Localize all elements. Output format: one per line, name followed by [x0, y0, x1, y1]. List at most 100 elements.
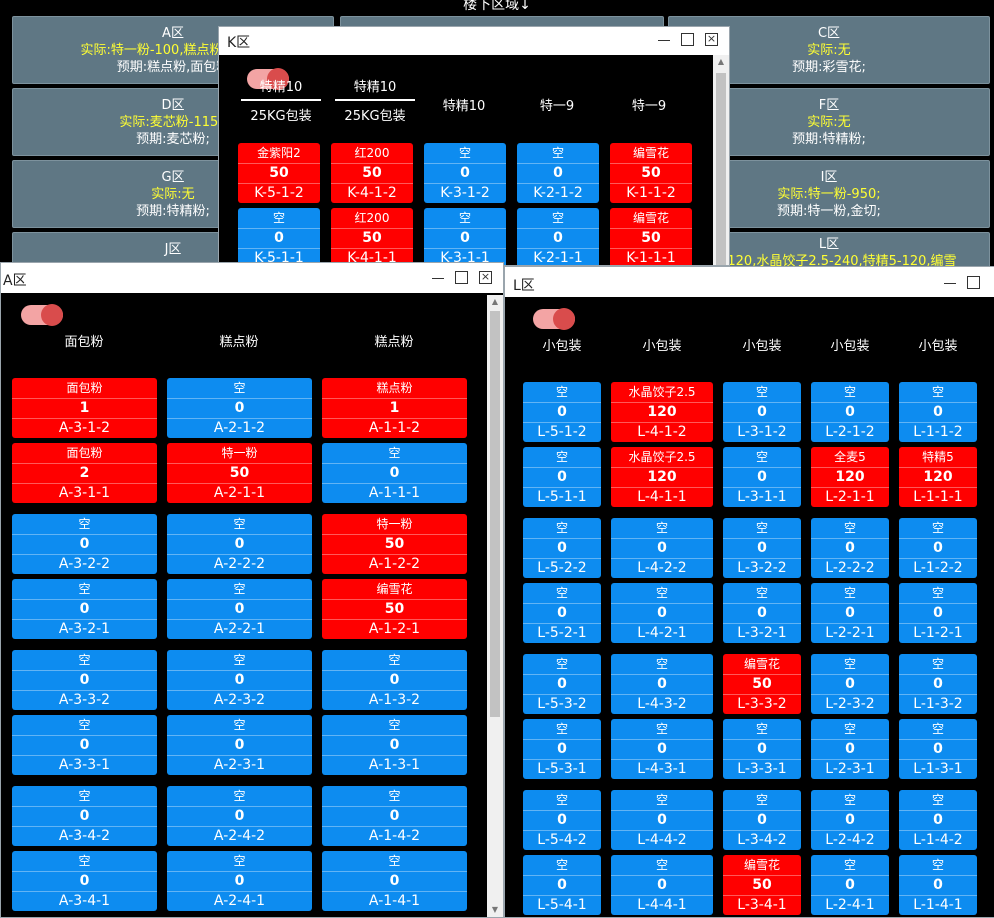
storage-cell[interactable]: 金紫阳2 50 K-5-1-2	[238, 143, 320, 203]
storage-cell[interactable]: 空 0 L-1-1-2	[899, 382, 977, 442]
storage-cell[interactable]: 空 0 L-5-2-2	[523, 518, 601, 578]
storage-cell[interactable]: 空 0 L-5-2-1	[523, 583, 601, 643]
close-icon[interactable]: ×	[705, 32, 718, 46]
storage-cell[interactable]: 空 0 A-3-4-2	[12, 786, 157, 846]
storage-cell[interactable]: 空 0 A-2-2-2	[167, 514, 312, 574]
storage-cell[interactable]: 面包粉 2 A-3-1-1	[12, 443, 157, 503]
storage-cell[interactable]: 糕点粉 1 A-1-1-2	[322, 378, 467, 438]
storage-cell[interactable]: 空 0 A-1-3-2	[322, 650, 467, 710]
storage-cell[interactable]: 空 0 K-2-1-2	[517, 143, 599, 203]
storage-cell[interactable]: 空 0 K-5-1-1	[238, 208, 320, 265]
storage-cell[interactable]: 编雪花 50 L-3-4-1	[723, 855, 801, 915]
storage-cell[interactable]: 红200 50 K-4-1-2	[331, 143, 413, 203]
toggle-switch[interactable]	[533, 308, 575, 330]
storage-cell[interactable]: 空 0 L-3-3-1	[723, 719, 801, 779]
storage-cell[interactable]: 空 0 L-4-3-1	[611, 719, 713, 779]
storage-cell[interactable]: 空 0 K-3-1-2	[424, 143, 506, 203]
storage-cell[interactable]: 空 0 L-4-3-2	[611, 654, 713, 714]
storage-cell[interactable]: 空 0 K-2-1-1	[517, 208, 599, 265]
storage-cell[interactable]: 空 0 L-2-4-2	[811, 790, 889, 850]
storage-cell[interactable]: 空 0 L-1-3-2	[899, 654, 977, 714]
storage-cell[interactable]: 水晶饺子2.5 120 L-4-1-2	[611, 382, 713, 442]
storage-cell[interactable]: 空 0 L-3-4-2	[723, 790, 801, 850]
storage-cell[interactable]: 空 0 L-5-4-1	[523, 855, 601, 915]
storage-cell[interactable]: 空 0 A-2-3-1	[167, 715, 312, 775]
window-titlebar[interactable]: K区 ×	[219, 27, 729, 55]
minimize-icon[interactable]	[657, 33, 671, 47]
storage-cell[interactable]: 空 0 L-4-2-1	[611, 583, 713, 643]
storage-cell[interactable]: 空 0 L-2-4-1	[811, 855, 889, 915]
storage-cell[interactable]: 空 0 A-2-4-1	[167, 851, 312, 911]
storage-cell[interactable]: 空 0 A-1-1-1	[322, 443, 467, 503]
maximize-icon[interactable]	[967, 276, 980, 289]
close-icon[interactable]: ×	[479, 270, 492, 284]
storage-cell[interactable]: 空 0 L-2-2-2	[811, 518, 889, 578]
storage-cell[interactable]: 空 0 L-4-4-2	[611, 790, 713, 850]
storage-cell[interactable]: 编雪花 50 A-1-2-1	[322, 579, 467, 639]
storage-cell[interactable]: 空 0 L-5-3-2	[523, 654, 601, 714]
minimize-icon[interactable]	[943, 276, 957, 290]
storage-cell[interactable]: 空 0 L-5-1-2	[523, 382, 601, 442]
storage-cell[interactable]: 空 0 L-5-3-1	[523, 719, 601, 779]
storage-cell[interactable]: 空 0 L-4-2-2	[611, 518, 713, 578]
storage-cell[interactable]: 空 0 L-3-2-1	[723, 583, 801, 643]
storage-cell[interactable]: 全麦5 120 L-2-1-1	[811, 447, 889, 507]
storage-cell[interactable]: 空 0 A-1-4-2	[322, 786, 467, 846]
vertical-scrollbar[interactable]: ▲	[713, 55, 729, 265]
storage-cell[interactable]: 空 0 L-1-4-2	[899, 790, 977, 850]
cell-location-code: A-1-1-1	[368, 485, 421, 501]
storage-cell[interactable]: 空 0 A-2-3-2	[167, 650, 312, 710]
zone-name: J区	[164, 242, 182, 257]
storage-cell[interactable]: 空 0 L-5-1-1	[523, 447, 601, 507]
storage-cell[interactable]: 空 0 A-3-3-2	[12, 650, 157, 710]
storage-cell[interactable]: 特一粉 50 A-2-1-1	[167, 443, 312, 503]
storage-cell[interactable]: 红200 50 K-4-1-1	[331, 208, 413, 265]
zone-plan: 预期:麦芯粉;	[136, 132, 210, 147]
storage-cell[interactable]: 空 0 L-3-1-1	[723, 447, 801, 507]
toggle-switch[interactable]	[21, 304, 63, 326]
scrollbar-thumb[interactable]	[490, 311, 500, 717]
window-titlebar[interactable]: A区 ×	[1, 263, 503, 293]
storage-cell[interactable]: 空 0 A-3-3-1	[12, 715, 157, 775]
scroll-up-icon[interactable]: ▲	[491, 297, 499, 306]
storage-cell[interactable]: 空 0 A-1-4-1	[322, 851, 467, 911]
storage-cell[interactable]: 面包粉 1 A-3-1-2	[12, 378, 157, 438]
storage-cell[interactable]: 空 0 A-2-4-2	[167, 786, 312, 846]
storage-cell[interactable]: 空 0 L-1-2-2	[899, 518, 977, 578]
window-titlebar[interactable]: L区	[505, 267, 994, 297]
maximize-icon[interactable]	[455, 271, 468, 284]
scroll-down-icon[interactable]: ▼	[491, 905, 499, 914]
storage-cell[interactable]: 空 0 L-1-4-1	[899, 855, 977, 915]
storage-cell[interactable]: 空 0 L-3-2-2	[723, 518, 801, 578]
scrollbar-thumb[interactable]	[716, 73, 726, 265]
storage-cell[interactable]: 空 0 L-2-2-1	[811, 583, 889, 643]
storage-cell[interactable]: 空 0 A-2-2-1	[167, 579, 312, 639]
cell-quantity: 50	[322, 600, 467, 620]
storage-cell[interactable]: 空 0 A-3-2-1	[12, 579, 157, 639]
storage-cell[interactable]: 空 0 L-5-4-2	[523, 790, 601, 850]
zone-name: G区	[161, 170, 185, 185]
storage-cell[interactable]: 空 0 L-2-1-2	[811, 382, 889, 442]
scroll-up-icon[interactable]: ▲	[717, 57, 725, 66]
storage-cell[interactable]: 空 0 L-3-1-2	[723, 382, 801, 442]
storage-cell[interactable]: 编雪花 50 L-3-3-2	[723, 654, 801, 714]
storage-cell[interactable]: 空 0 A-1-3-1	[322, 715, 467, 775]
storage-cell[interactable]: 空 0 L-2-3-1	[811, 719, 889, 779]
minimize-icon[interactable]	[431, 271, 445, 285]
storage-cell[interactable]: 编雪花 50 K-1-1-1	[610, 208, 692, 265]
toggle-switch[interactable]	[247, 68, 289, 90]
storage-cell[interactable]: 特精5 120 L-1-1-1	[899, 447, 977, 507]
storage-cell[interactable]: 空 0 A-2-1-2	[167, 378, 312, 438]
storage-cell[interactable]: 空 0 A-3-4-1	[12, 851, 157, 911]
storage-cell[interactable]: 空 0 A-3-2-2	[12, 514, 157, 574]
storage-cell[interactable]: 空 0 K-3-1-1	[424, 208, 506, 265]
storage-cell[interactable]: 空 0 L-4-4-1	[611, 855, 713, 915]
storage-cell[interactable]: 编雪花 50 K-1-1-2	[610, 143, 692, 203]
maximize-icon[interactable]	[681, 33, 694, 46]
storage-cell[interactable]: 空 0 L-1-3-1	[899, 719, 977, 779]
storage-cell[interactable]: 空 0 L-2-3-2	[811, 654, 889, 714]
vertical-scrollbar[interactable]: ▲ ▼	[487, 295, 503, 917]
storage-cell[interactable]: 特一粉 50 A-1-2-2	[322, 514, 467, 574]
storage-cell[interactable]: 空 0 L-1-2-1	[899, 583, 977, 643]
storage-cell[interactable]: 水晶饺子2.5 120 L-4-1-1	[611, 447, 713, 507]
